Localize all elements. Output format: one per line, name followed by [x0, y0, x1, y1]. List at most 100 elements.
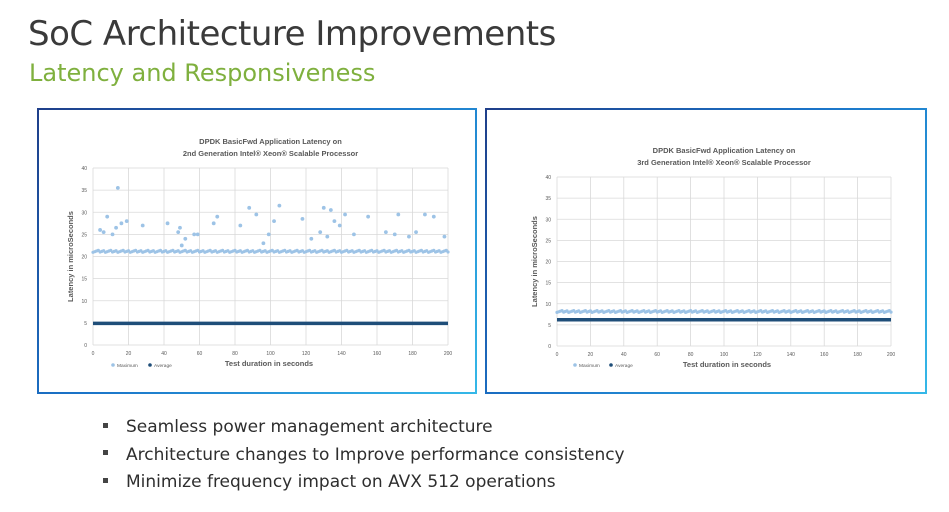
y-tick-label: 0	[548, 344, 551, 350]
maximum-outlier-point	[366, 214, 371, 219]
maximum-outlier-point	[325, 234, 330, 239]
y-axis-label: Latency in microSeconds	[530, 216, 539, 307]
y-tick-label: 10	[545, 302, 551, 308]
bullet-text: Architecture changes to Improve performa…	[126, 444, 625, 465]
maximum-outlier-point	[238, 223, 243, 228]
x-tick-label: 40	[161, 351, 167, 357]
latency-chart-3rd-gen: DPDK BasicFwd Application Latency on 3rd …	[530, 146, 896, 369]
maximum-outlier-point	[179, 243, 184, 248]
x-tick-label: 40	[621, 352, 627, 358]
maximum-outlier-point	[254, 212, 259, 217]
maximum-outlier-point	[431, 214, 436, 219]
y-axis-label: Latency in microSeconds	[66, 211, 75, 302]
maximum-outlier-point	[124, 219, 129, 223]
bullet-item: Architecture changes to Improve performa…	[103, 444, 625, 472]
legend-average-label: Average	[615, 363, 633, 369]
maximum-outlier-point	[192, 232, 197, 237]
maximum-outlier-point	[272, 219, 276, 223]
bullet-item: Seamless power management architecture	[103, 416, 625, 444]
x-tick-label: 200	[887, 352, 896, 358]
maximum-outlier-point	[352, 232, 356, 237]
maximum-outlier-point	[396, 212, 401, 217]
maximum-outlier-point	[105, 214, 110, 219]
maximum-outlier-point	[309, 236, 314, 241]
chart-title-line-2: 3rd Generation Intel® Xeon® Scalable Pro…	[637, 158, 811, 167]
bullet-text: Seamless power management architecture	[126, 417, 493, 437]
maximum-outlier-point	[115, 186, 120, 190]
maximum-outlier-point	[266, 232, 271, 237]
legend-maximum-label: Maximum	[117, 363, 138, 369]
x-tick-label: 120	[753, 352, 762, 358]
y-tick-label: 15	[81, 277, 87, 283]
y-tick-label: 25	[81, 232, 87, 238]
maximum-outlier-point	[195, 232, 200, 237]
maximum-outlier-point	[277, 203, 282, 208]
y-tick-label: 30	[81, 210, 87, 216]
maximum-outlier-point	[211, 221, 216, 226]
y-tick-label: 5	[548, 323, 551, 329]
latency-chart-2nd-gen: DPDK BasicFwd Application Latency on 2nd …	[66, 137, 453, 369]
y-tick-label: 35	[545, 196, 551, 202]
maximum-outlier-point	[98, 228, 102, 232]
x-tick-label: 20	[588, 352, 594, 358]
y-tick-label: 0	[84, 343, 87, 349]
x-tick-label: 80	[688, 352, 694, 358]
y-tick-label: 15	[545, 281, 551, 287]
legend-maximum-marker	[573, 363, 577, 367]
maximum-outlier-point	[110, 232, 115, 237]
maximum-outlier-point	[101, 230, 106, 235]
bullet-list: Seamless power management architecture A…	[103, 416, 625, 499]
bullet-icon	[103, 422, 108, 428]
x-tick-label: 160	[373, 351, 382, 357]
maximum-outlier-point	[407, 234, 411, 239]
maximum-outlier-point	[337, 223, 342, 228]
y-tick-label: 35	[81, 188, 87, 194]
x-tick-label: 180	[853, 352, 862, 358]
maximum-outlier-point	[140, 223, 145, 228]
maximum-outlier-point	[176, 230, 181, 235]
maximum-outlier-point	[119, 221, 124, 226]
y-tick-label: 10	[81, 299, 87, 305]
x-tick-label: 60	[654, 352, 660, 358]
x-tick-label: 100	[266, 351, 275, 357]
maximum-outlier-point	[318, 230, 323, 235]
bullet-item: Minimize frequency impact on AVX 512 ope…	[103, 471, 625, 499]
legend-maximum-label: Maximum	[579, 363, 600, 369]
x-axis-label: Test duration in seconds	[683, 360, 771, 369]
x-tick-label: 80	[232, 351, 238, 357]
maximum-outlier-point	[261, 241, 266, 246]
x-tick-label: 60	[197, 351, 203, 357]
y-tick-label: 20	[545, 260, 551, 266]
maximum-outlier-point	[414, 230, 418, 235]
legend-average-marker	[148, 363, 152, 367]
maximum-outlier-point	[392, 232, 397, 237]
chart-title-line-1: DPDK BasicFwd Application Latency on	[199, 137, 342, 146]
x-tick-label: 140	[787, 352, 796, 358]
bullet-text: Minimize frequency impact on AVX 512 ope…	[126, 472, 556, 492]
y-tick-label: 40	[81, 166, 87, 172]
x-tick-label: 180	[408, 351, 417, 357]
maximum-outlier-point	[178, 225, 182, 230]
x-tick-label: 140	[337, 351, 346, 357]
y-tick-label: 5	[84, 321, 87, 327]
maximum-outlier-point	[247, 205, 252, 210]
legend-average-marker	[609, 363, 613, 367]
x-tick-label: 0	[556, 352, 559, 358]
maximum-outlier-point	[165, 221, 170, 226]
maximum-outlier-point	[321, 205, 326, 210]
page-title: SoC Architecture Improvements	[28, 14, 556, 54]
chart-panel-2nd-gen: DPDK BasicFwd Application Latency on 2nd …	[37, 108, 477, 394]
x-tick-label: 120	[302, 351, 311, 357]
chart-panel-3rd-gen: DPDK BasicFwd Application Latency on 3rd …	[485, 108, 927, 394]
chart-title-line-1: DPDK BasicFwd Application Latency on	[653, 146, 796, 155]
y-tick-label: 30	[545, 217, 551, 223]
maximum-outlier-point	[114, 225, 118, 230]
maximum-outlier-point	[383, 230, 388, 235]
x-tick-label: 200	[444, 351, 453, 357]
x-tick-label: 160	[820, 352, 829, 358]
x-axis-label: Test duration in seconds	[225, 359, 313, 368]
y-tick-label: 25	[545, 238, 551, 244]
y-tick-label: 20	[81, 255, 87, 261]
maximum-outlier-point	[300, 216, 305, 221]
bullet-icon	[103, 450, 108, 455]
